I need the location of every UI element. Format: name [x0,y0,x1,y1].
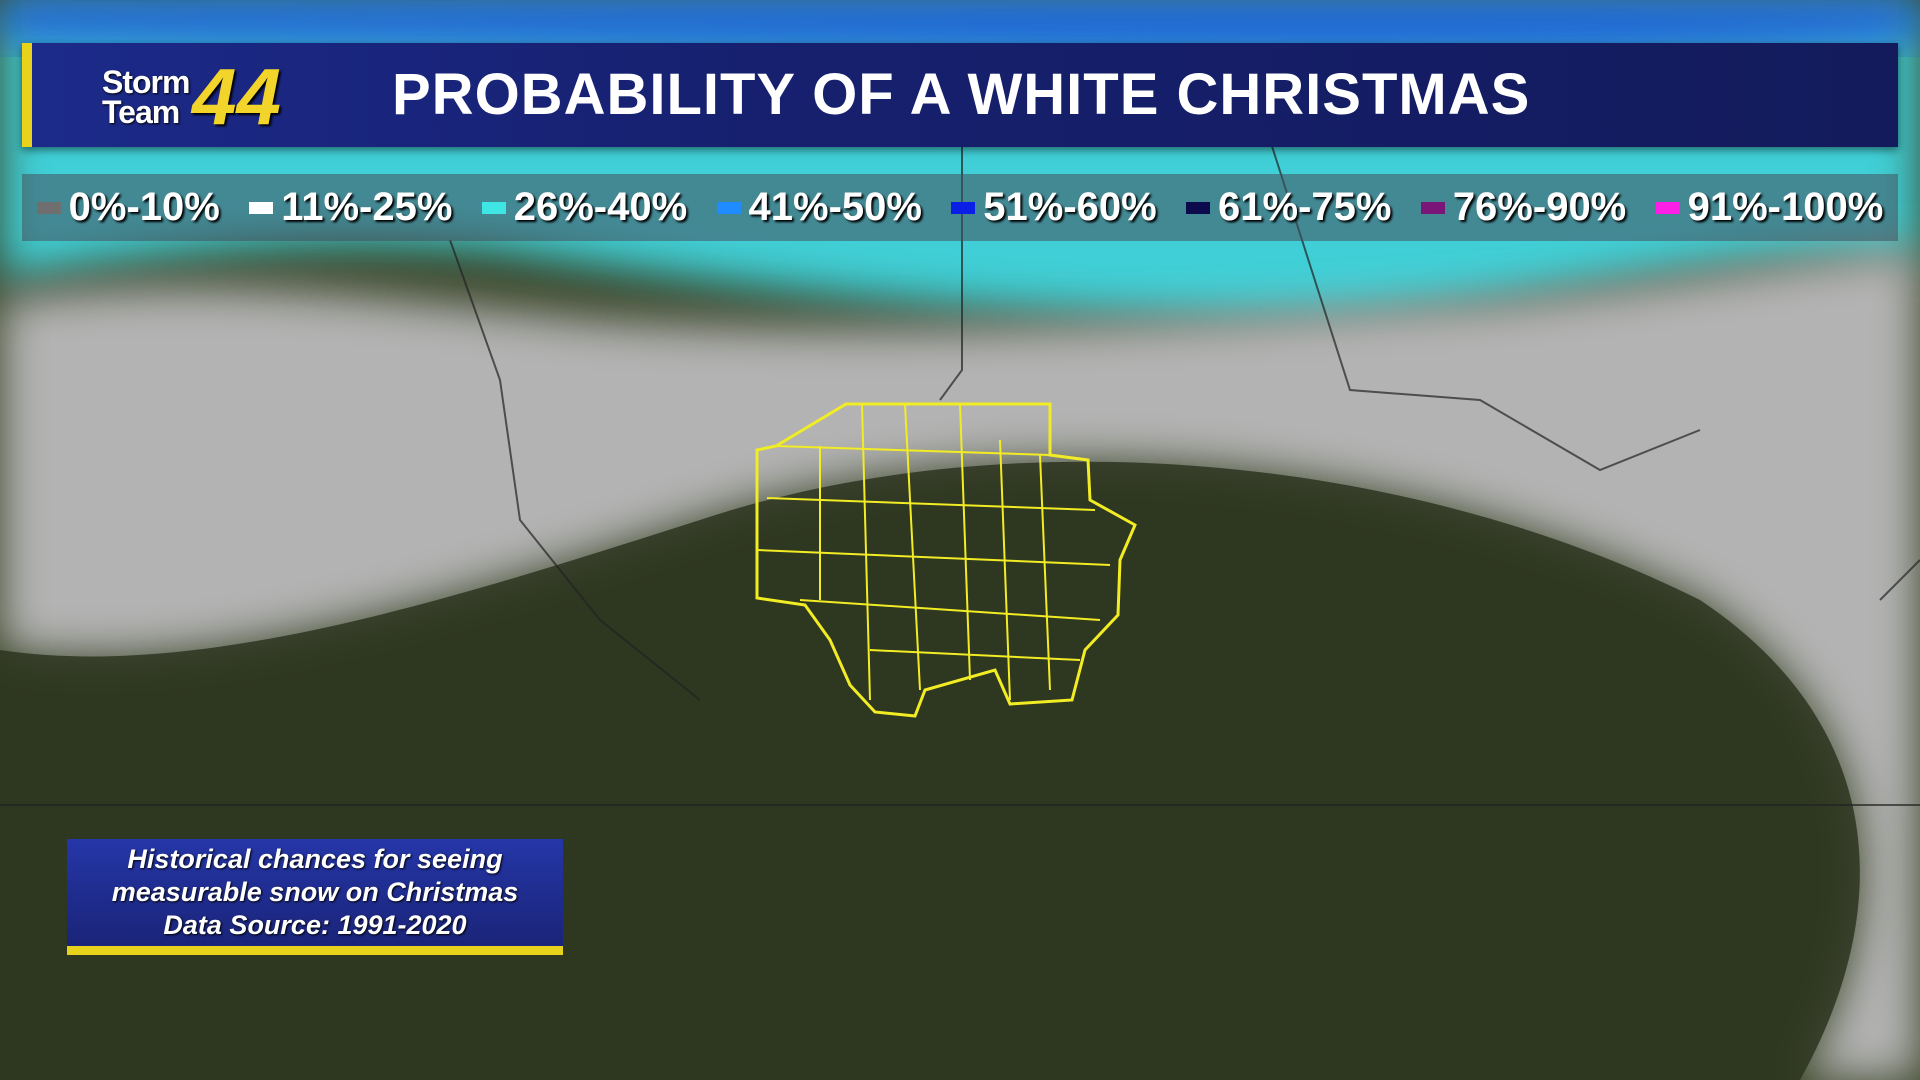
accent-stripe [22,43,32,147]
zone-11-25 [0,250,1920,1080]
logo-word: Storm [102,64,190,100]
legend-label: 0%-10% [68,185,220,229]
info-line: measurable snow on Christmas [111,877,519,907]
logo: Storm Team 44 [80,57,320,137]
legend-swatch [36,201,61,214]
coverage-area-outline [755,402,1137,718]
legend-item: 11%-25% [249,185,452,230]
legend-item: 91%-100% [1655,185,1884,230]
legend-swatch [716,201,741,214]
legend-label: 41%-50% [748,185,922,229]
logo-word: Team [102,94,180,130]
legend-swatch [1655,201,1680,214]
legend-swatch [1186,201,1211,214]
legend-item: 0%-10% [36,185,220,230]
info-line: Data Source: 1991-2020 [163,910,467,940]
legend-item: 41%-50% [716,185,922,230]
county-lines [756,403,1111,701]
title: PROBABILITY OF A WHITE CHRISTMAS [392,62,1531,127]
legend-label: 26%-40% [513,185,688,229]
legend-swatch [1420,201,1445,214]
legend-item: 26%-40% [481,185,688,230]
state-borders [0,139,1920,806]
legend-item: 51%-60% [951,185,1157,230]
legend-swatch [249,201,274,214]
legend: 0%-10% 11%-25% 26%-40% 41%-50% 51%-60% 61%-75… [22,174,1898,241]
legend-swatch [481,201,506,214]
legend-swatch [951,201,976,214]
zone-41-60 [0,0,1920,52]
info-line: Historical chances for seeing [127,844,503,874]
legend-label: 91%-100% [1687,185,1884,229]
legend-label: 11%-25% [281,185,453,229]
legend-label: 76%-90% [1452,185,1627,229]
info-box: Historical chances for seeing measurable … [67,839,563,955]
legend-item: 61%-75% [1186,185,1391,230]
logo-number: 44 [192,52,281,141]
header-bar: Storm Team 44 PROBABILITY OF A WHITE CHR… [22,43,1898,147]
legend-label: 61%-75% [1218,185,1392,229]
legend-label: 51%-60% [983,185,1157,229]
legend-item: 76%-90% [1420,185,1627,230]
